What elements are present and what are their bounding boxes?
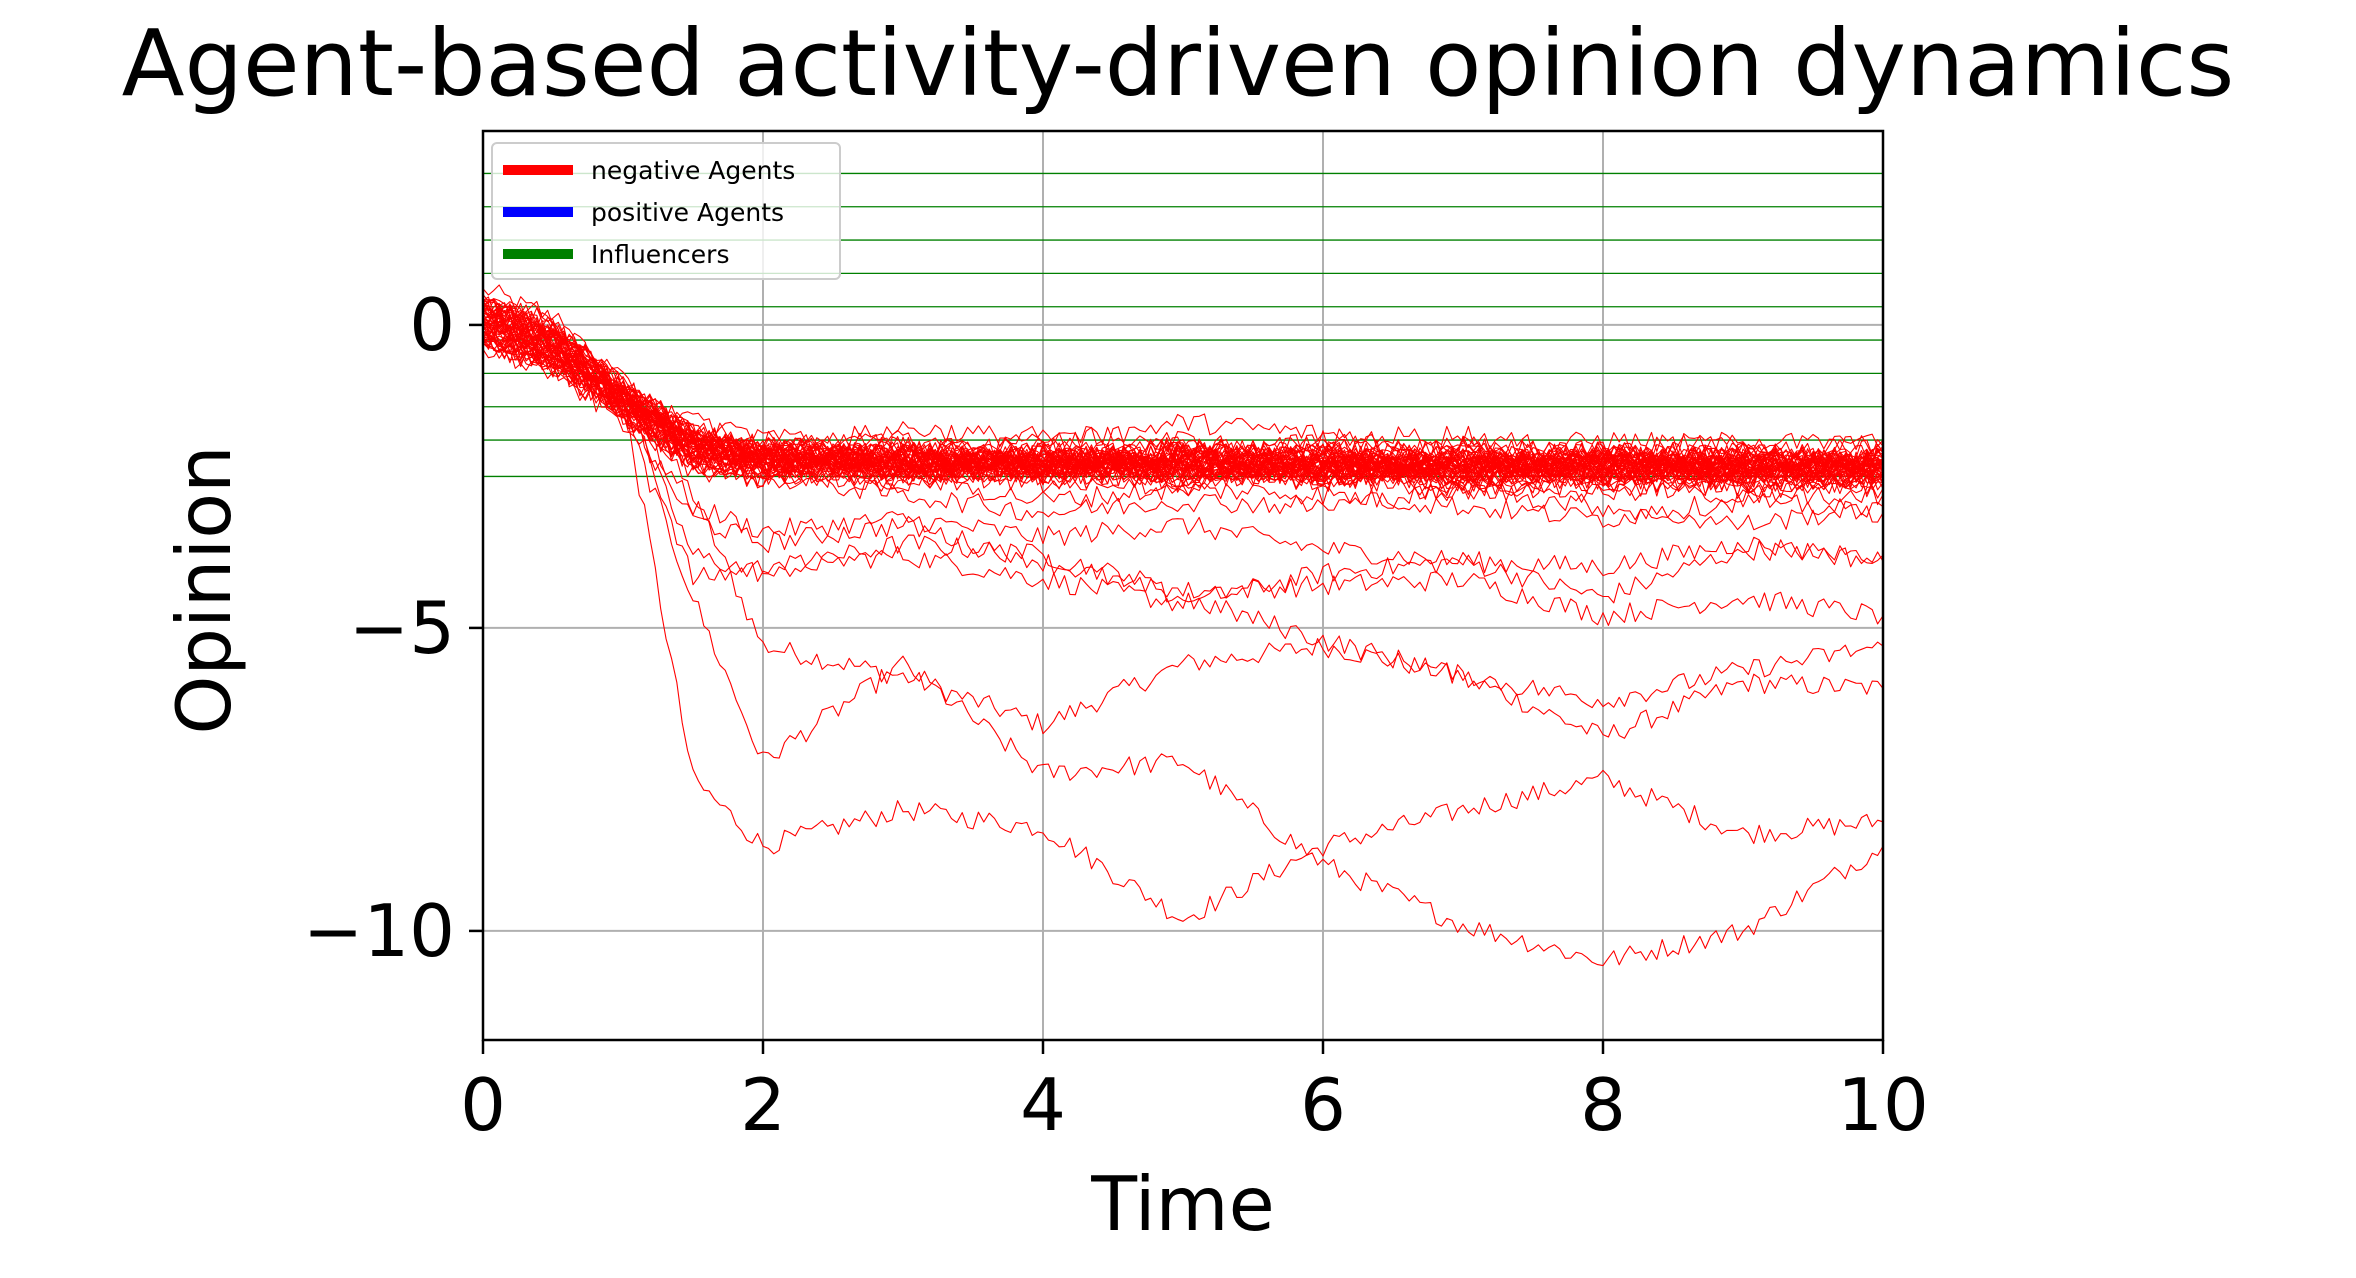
x-tick-label: 6 xyxy=(1300,1063,1346,1147)
y-tick-label: −10 xyxy=(303,889,455,973)
legend-label: positive Agents xyxy=(591,198,784,227)
y-axis-ticks: 0 −5 −10 xyxy=(303,283,483,973)
x-tick-label: 10 xyxy=(1837,1063,1929,1147)
x-axis-label: Time xyxy=(1090,1160,1275,1248)
legend-label: negative Agents xyxy=(591,156,795,185)
agent-trajectory xyxy=(482,314,1884,484)
agent-trajectory xyxy=(482,320,1884,709)
legend: negative Agents positive Agents Influencer… xyxy=(491,142,841,280)
agent-trajectory xyxy=(482,318,1884,612)
agent-trajectory xyxy=(482,296,1884,481)
legend-items: negative Agents positive Agents Influencer… xyxy=(503,156,795,269)
x-tick-label: 0 xyxy=(460,1063,506,1147)
agent-trajectory xyxy=(482,284,1884,739)
legend-label: Influencers xyxy=(591,240,729,269)
x-tick-label: 8 xyxy=(1580,1063,1626,1147)
y-tick-label: −5 xyxy=(349,586,455,670)
agent-trajectory xyxy=(482,303,1884,487)
agent-trajectory xyxy=(482,333,1884,487)
agent-trajectory xyxy=(482,324,1884,577)
series-layer xyxy=(482,284,1884,967)
x-tick-label: 4 xyxy=(1020,1063,1066,1147)
plot-frame xyxy=(481,129,1885,1042)
agent-trajectory xyxy=(482,336,1884,487)
agent-trajectory xyxy=(482,300,1884,483)
agent-trajectory xyxy=(482,318,1884,492)
y-axis-label: Opinion xyxy=(160,445,248,734)
agent-trajectory xyxy=(482,302,1884,626)
y-tick-label: 0 xyxy=(409,283,455,367)
chart-title: Agent-based activity-driven opinion dyna… xyxy=(122,10,2235,117)
x-tick-label: 2 xyxy=(740,1063,786,1147)
agent-trajectory xyxy=(482,310,1884,486)
agent-trajectory xyxy=(482,300,1884,922)
agent-trajectory xyxy=(482,312,1884,967)
agent-trajectory xyxy=(482,316,1884,487)
legend-box xyxy=(491,142,841,280)
x-axis-ticks: 0 2 4 6 8 10 xyxy=(460,1040,1929,1147)
